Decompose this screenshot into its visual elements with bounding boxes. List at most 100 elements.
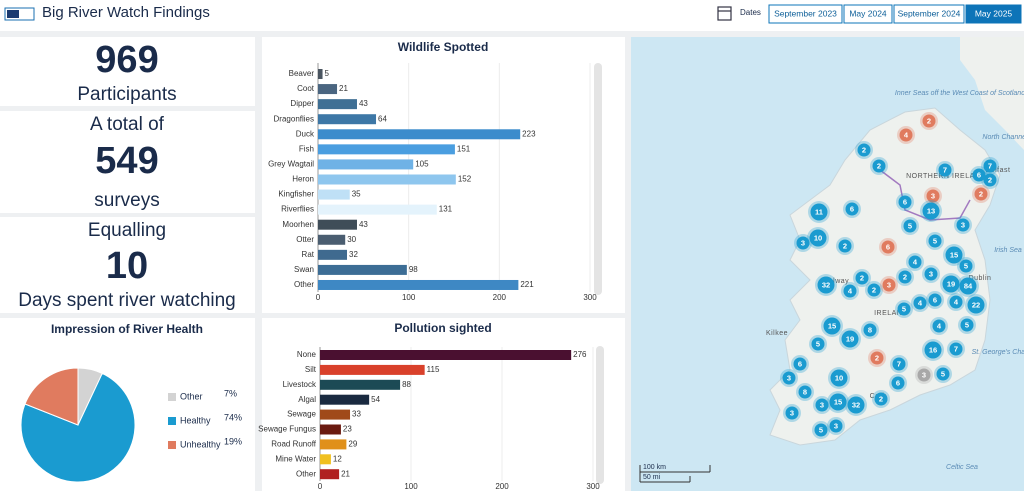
marker-label[interactable]: 22 (972, 300, 980, 309)
map-marker[interactable] (798, 385, 812, 399)
marker-label[interactable]: 6 (977, 170, 981, 179)
map-marker[interactable] (928, 293, 942, 307)
marker-label[interactable]: 3 (931, 191, 935, 200)
map-marker[interactable] (924, 341, 942, 359)
map-marker[interactable] (811, 337, 825, 351)
marker-label[interactable]: 2 (843, 241, 847, 250)
marker-label[interactable]: 32 (852, 400, 860, 409)
map-marker[interactable] (810, 203, 828, 221)
marker-label[interactable]: 2 (872, 285, 876, 294)
map-marker[interactable] (917, 368, 931, 382)
map-marker[interactable] (983, 173, 997, 187)
marker-label[interactable]: 6 (886, 242, 890, 251)
date-button-label[interactable]: May 2024 (849, 8, 887, 18)
map-marker[interactable] (855, 271, 869, 285)
map-marker[interactable] (815, 398, 829, 412)
map-marker[interactable] (891, 376, 905, 390)
marker-label[interactable]: 3 (834, 421, 838, 430)
map-marker[interactable] (974, 187, 988, 201)
marker-label[interactable]: 4 (913, 257, 918, 266)
date-button[interactable] (843, 4, 893, 24)
map-marker[interactable] (814, 423, 828, 437)
map-marker[interactable] (956, 218, 970, 232)
map-marker[interactable] (782, 371, 796, 385)
date-button[interactable] (893, 4, 965, 24)
marker-label[interactable]: 15 (834, 397, 842, 406)
marker-label[interactable]: 4 (848, 286, 853, 295)
map-marker[interactable] (972, 168, 986, 182)
map-marker[interactable] (908, 255, 922, 269)
map-marker[interactable] (872, 159, 886, 173)
map-marker[interactable] (949, 342, 963, 356)
map-marker[interactable] (829, 393, 847, 411)
map-marker[interactable] (960, 318, 974, 332)
map-marker[interactable] (926, 189, 940, 203)
marker-label[interactable]: 2 (862, 145, 866, 154)
marker-label[interactable]: 5 (908, 221, 912, 230)
map-marker[interactable] (897, 302, 911, 316)
marker-label[interactable]: 2 (988, 175, 992, 184)
map-marker[interactable] (892, 357, 906, 371)
marker-label[interactable]: 3 (820, 400, 824, 409)
map-marker[interactable] (928, 234, 942, 248)
marker-label[interactable]: 5 (941, 369, 945, 378)
scrollbar[interactable] (594, 63, 602, 295)
marker-label[interactable]: 2 (903, 272, 907, 281)
marker-label[interactable]: 6 (903, 197, 907, 206)
scrollbar[interactable] (596, 346, 604, 484)
map-marker[interactable] (936, 367, 950, 381)
map-marker[interactable] (942, 275, 960, 293)
marker-label[interactable]: 3 (961, 220, 965, 229)
map-marker[interactable] (881, 240, 895, 254)
map-marker[interactable] (847, 396, 865, 414)
map-marker[interactable] (841, 330, 859, 348)
map-marker[interactable] (796, 236, 810, 250)
map-marker[interactable] (924, 267, 938, 281)
marker-label[interactable]: 15 (950, 250, 958, 259)
map-marker[interactable] (898, 195, 912, 209)
marker-label[interactable]: 2 (877, 161, 881, 170)
marker-label[interactable]: 4 (904, 130, 909, 139)
map-marker[interactable] (898, 270, 912, 284)
map-marker[interactable] (949, 295, 963, 309)
map-marker[interactable] (870, 351, 884, 365)
marker-label[interactable]: 2 (979, 189, 983, 198)
date-button[interactable] (965, 4, 1022, 24)
marker-label[interactable]: 32 (822, 280, 830, 289)
map-marker[interactable] (793, 357, 807, 371)
marker-label[interactable]: 6 (933, 295, 937, 304)
marker-label[interactable]: 3 (787, 373, 791, 382)
marker-label[interactable]: 3 (922, 370, 926, 379)
marker-label[interactable]: 19 (947, 279, 955, 288)
map-marker[interactable] (830, 369, 848, 387)
marker-label[interactable]: 4 (937, 321, 942, 330)
map-marker[interactable] (959, 277, 977, 295)
map-marker[interactable] (903, 219, 917, 233)
marker-label[interactable]: 2 (879, 394, 883, 403)
marker-label[interactable]: 5 (933, 236, 937, 245)
marker-label[interactable]: 5 (819, 425, 823, 434)
map-marker[interactable] (959, 259, 973, 273)
map-marker[interactable] (785, 406, 799, 420)
marker-label[interactable]: 7 (988, 161, 992, 170)
marker-label[interactable]: 84 (964, 281, 973, 290)
marker-label[interactable]: 7 (897, 359, 901, 368)
marker-label[interactable]: 3 (887, 280, 891, 289)
marker-label[interactable]: 3 (790, 408, 794, 417)
marker-label[interactable]: 5 (964, 261, 968, 270)
map-marker[interactable] (867, 283, 881, 297)
map-marker[interactable] (922, 114, 936, 128)
map-marker[interactable] (922, 202, 940, 220)
marker-label[interactable]: 5 (902, 304, 906, 313)
map-marker[interactable] (913, 296, 927, 310)
map-marker[interactable] (874, 392, 888, 406)
marker-label[interactable]: 7 (954, 344, 958, 353)
marker-label[interactable]: 2 (860, 273, 864, 282)
marker-label[interactable]: 2 (875, 353, 879, 362)
marker-label[interactable]: 6 (896, 378, 900, 387)
marker-label[interactable]: 2 (927, 116, 931, 125)
map-marker[interactable] (863, 323, 877, 337)
marker-label[interactable]: 6 (850, 204, 854, 213)
marker-label[interactable]: 3 (801, 238, 805, 247)
map-marker[interactable] (983, 159, 997, 173)
